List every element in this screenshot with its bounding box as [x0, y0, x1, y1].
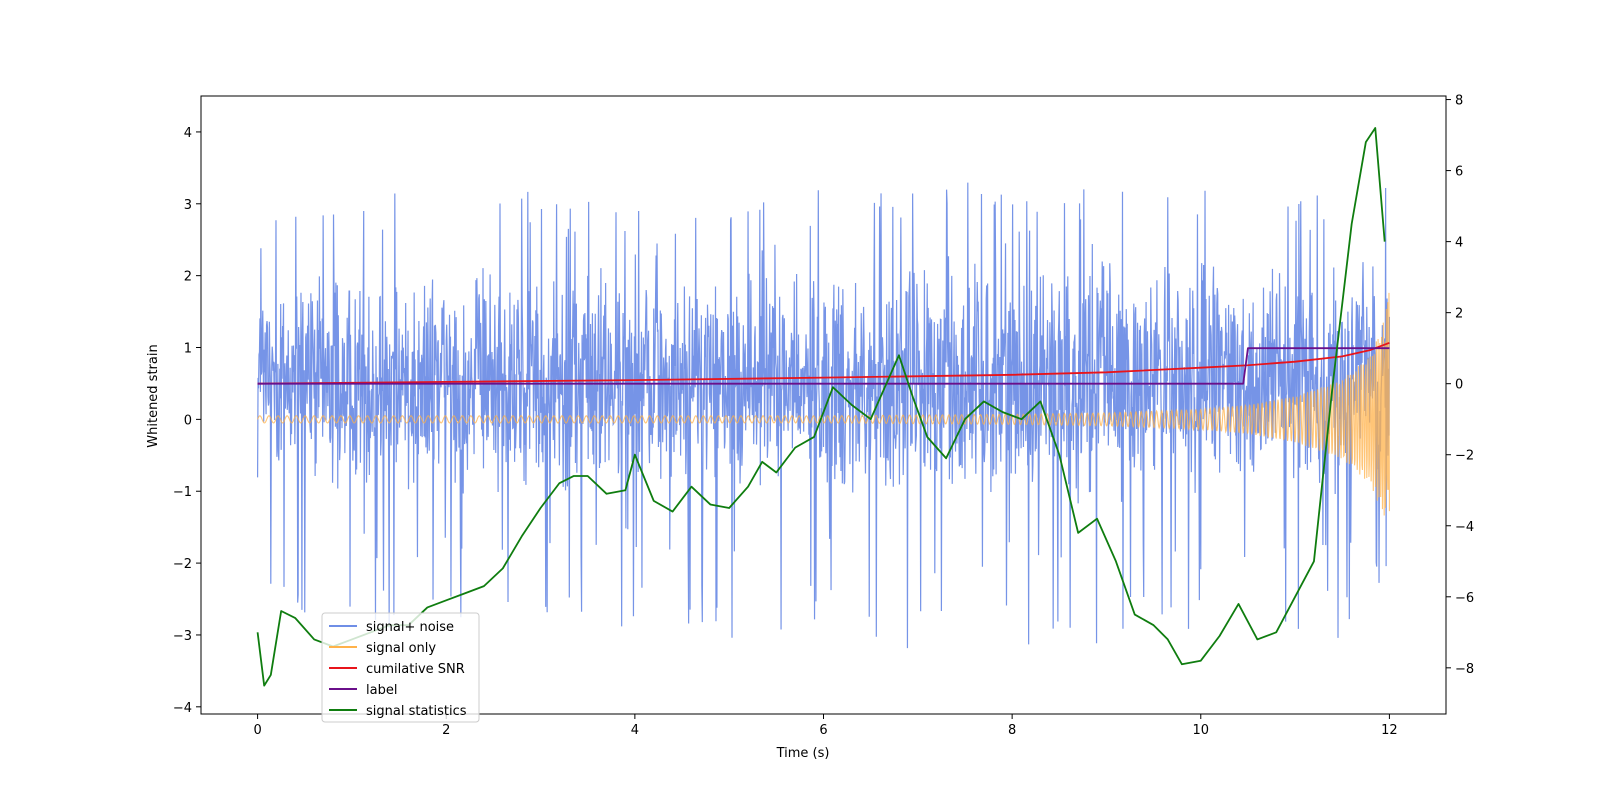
y-tick-label: −2: [173, 557, 192, 572]
legend-label: signal only: [366, 641, 436, 656]
x-tick-label: 10: [1192, 723, 1209, 738]
series-signal-plus-noise: [256, 182, 1391, 649]
legend-label: cumilative SNR: [366, 662, 465, 677]
y2-tick-label: 0: [1455, 378, 1463, 393]
x-tick-label: 0: [253, 723, 261, 738]
legend-label: signal+ noise: [366, 620, 454, 635]
y2-tick-label: 6: [1455, 165, 1463, 180]
x-tick-label: 8: [1008, 723, 1016, 738]
legend-label: signal statistics: [366, 704, 467, 719]
y2-tick-label: 4: [1455, 236, 1463, 251]
y-tick-label: −4: [173, 701, 192, 716]
y2-tick-label: 8: [1455, 94, 1463, 109]
legend-label: label: [366, 683, 397, 698]
x-tick-label: 12: [1381, 723, 1398, 738]
y-tick-label: 1: [184, 342, 192, 357]
series-label: [257, 347, 1390, 385]
x-tick-label: 6: [819, 723, 827, 738]
series-signal-statistics: [256, 127, 1386, 687]
y-tick-label: 0: [184, 413, 192, 428]
y2-tick-label: −2: [1455, 449, 1474, 464]
y-axis-right: 8 6 4 2 0 −2 −4 −6 −8: [1446, 94, 1474, 677]
x-tick-label: 2: [442, 723, 450, 738]
y-axis-left: 4 3 2 1 0 −1 −2 −3 −4: [173, 126, 201, 716]
y-tick-label: −1: [173, 485, 192, 500]
y2-tick-label: −8: [1455, 662, 1474, 677]
legend-box: [321, 612, 480, 723]
y2-tick-label: −6: [1455, 591, 1474, 606]
y-tick-label: 2: [184, 270, 192, 285]
legend: signal+ noise signal only cumilative SNR la…: [321, 612, 480, 723]
y-axis-label: Whitened strain: [146, 344, 161, 447]
y2-tick-label: 2: [1455, 307, 1463, 322]
series-cumilative-snr: [257, 341, 1390, 385]
x-axis: 0 2 4 6 8 10 12: [253, 714, 1398, 738]
plot-area: [256, 127, 1391, 687]
y2-tick-label: −4: [1455, 520, 1474, 535]
y-tick-label: 3: [184, 198, 192, 213]
x-tick-label: 4: [631, 723, 639, 738]
x-axis-label: Time (s): [776, 746, 830, 761]
y-tick-label: −3: [173, 629, 192, 644]
series-signal-only: [257, 292, 1390, 516]
y-tick-label: 4: [184, 126, 192, 141]
